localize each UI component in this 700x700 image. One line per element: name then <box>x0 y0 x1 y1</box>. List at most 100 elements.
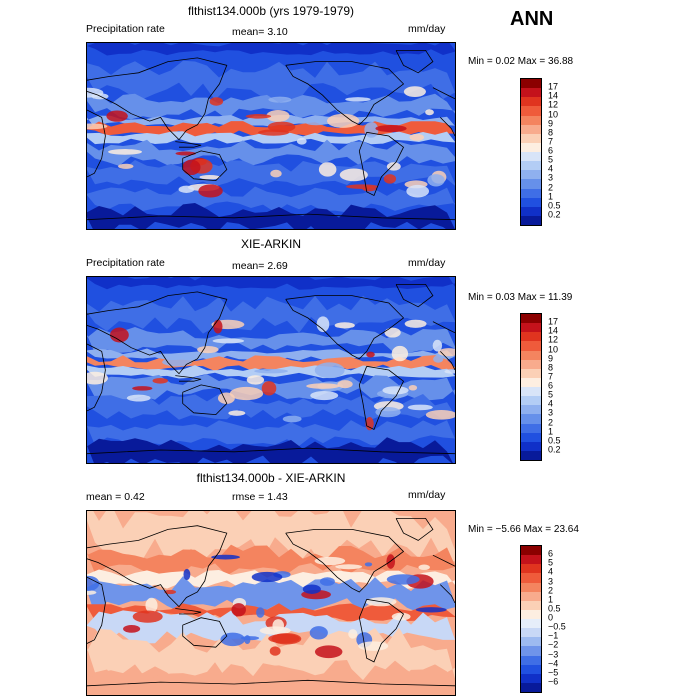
colorbar-tick-label: 6 <box>548 145 554 156</box>
precip-cell <box>364 562 373 567</box>
rmse-label: rmse = 1.43 <box>232 491 288 503</box>
precip-cell <box>335 564 363 570</box>
coastline <box>432 87 455 100</box>
precip-band <box>87 544 455 577</box>
colorbar-tick-label: 1 <box>548 191 554 202</box>
colorbar-tick-label: 12 <box>548 99 559 110</box>
precip-cell <box>375 124 407 133</box>
colorbar-swatch <box>521 368 541 378</box>
mean-label: mean= 2.69 <box>232 260 288 272</box>
colorbar-swatch <box>521 564 541 574</box>
colorbar-tick-label: 8 <box>548 127 554 138</box>
coastline <box>285 529 405 593</box>
colorbar-swatch <box>521 97 541 107</box>
precip-cell <box>261 381 277 396</box>
colorbar-tick-label: 0.5 <box>548 603 561 614</box>
colorbar-swatch <box>521 619 541 629</box>
colorbar-tick-label: 1 <box>548 426 554 437</box>
precip-cell <box>199 175 221 180</box>
precip-cell <box>362 186 377 192</box>
precip-cell <box>302 584 321 594</box>
precip-cell <box>407 404 433 411</box>
colorbar-swatch <box>521 682 541 692</box>
precip-band <box>87 327 455 354</box>
precip-cell <box>182 159 201 176</box>
precip-cell <box>256 607 265 618</box>
colorbar-tick-label: −1 <box>548 630 559 641</box>
colorbar-swatch <box>521 142 541 152</box>
colorbar-swatch <box>521 350 541 360</box>
coastline <box>395 50 434 74</box>
precip-cell <box>309 626 328 640</box>
coastline <box>87 679 455 687</box>
precip-cell <box>198 184 223 198</box>
colorbar-swatch <box>521 646 541 656</box>
precip-cell <box>197 345 219 354</box>
precip-cell <box>427 174 445 187</box>
precip-cell <box>267 121 296 133</box>
colorbar-tick-label: 12 <box>548 334 559 345</box>
precip-cell <box>228 410 246 416</box>
precip-cell <box>109 327 129 343</box>
colorbar-swatch <box>521 387 541 397</box>
precip-cell <box>246 375 265 385</box>
precip-cell <box>152 377 168 384</box>
precip-cell <box>164 589 177 595</box>
precip-cell <box>386 162 401 171</box>
coastline <box>87 109 106 178</box>
colorbar-tick-label: 1 <box>548 594 554 605</box>
precip-cell <box>415 607 447 613</box>
precip-cell <box>403 86 426 98</box>
precip-cell <box>245 114 272 119</box>
colorbar-swatch <box>521 637 541 647</box>
precip-cell <box>175 151 197 156</box>
precip-cell <box>304 118 328 126</box>
coastline <box>87 291 228 375</box>
precip-cell <box>118 163 134 169</box>
precip-map <box>87 277 455 463</box>
colorbar-swatch <box>521 341 541 351</box>
precip-band <box>87 60 455 100</box>
coastline <box>358 598 405 663</box>
colorbar-swatch <box>521 179 541 189</box>
colorbar-swatch <box>521 441 541 451</box>
precip-cell <box>310 391 339 401</box>
colorbar-labels: 17 14 12 10 9 8 7 6 5 4 3 2 1 0.5 0.2 <box>548 78 588 224</box>
precip-cell <box>319 577 335 586</box>
colorbar-swatch <box>521 423 541 433</box>
colorbar-tick-label: −6 <box>548 676 559 687</box>
coastline <box>395 284 434 308</box>
colorbar-swatch <box>521 450 541 460</box>
colorbar-swatch <box>521 170 541 180</box>
colorbar-swatch <box>521 377 541 387</box>
colorbar-tick-label: 0.2 <box>548 209 561 220</box>
colorbar-swatch <box>521 206 541 216</box>
colorbar-swatch <box>521 79 541 89</box>
colorbar-swatch <box>521 188 541 198</box>
precip-band <box>87 603 455 622</box>
colorbar-tick-label: 10 <box>548 344 559 354</box>
colorbar-labels: 17 14 12 10 9 8 7 6 5 4 3 2 1 0.5 0.2 <box>548 313 588 459</box>
minmax-label: Min = −5.66 Max = 23.64 <box>468 524 579 535</box>
precip-cell <box>358 641 389 651</box>
colorbar-swatch <box>521 673 541 683</box>
precip-cell <box>231 603 246 617</box>
precip-cell <box>282 415 302 423</box>
colorbar <box>520 78 542 226</box>
coastline <box>175 141 202 148</box>
coastline <box>87 343 106 412</box>
coastline <box>432 321 455 334</box>
precip-cell <box>87 371 108 385</box>
colorbar <box>520 545 542 693</box>
colorbar-tick-label: 9 <box>548 353 554 364</box>
precip-cell <box>384 327 401 338</box>
field-label: Precipitation rate <box>86 257 165 269</box>
precip-cell <box>339 168 368 182</box>
precip-cell <box>425 109 434 116</box>
colorbar-swatch <box>521 405 541 415</box>
unit-label: mm/day <box>408 489 446 501</box>
precip-cell <box>132 386 153 391</box>
colorbar-tick-label: 2 <box>548 182 554 192</box>
precip-cell <box>337 380 353 389</box>
precip-band <box>87 277 455 290</box>
